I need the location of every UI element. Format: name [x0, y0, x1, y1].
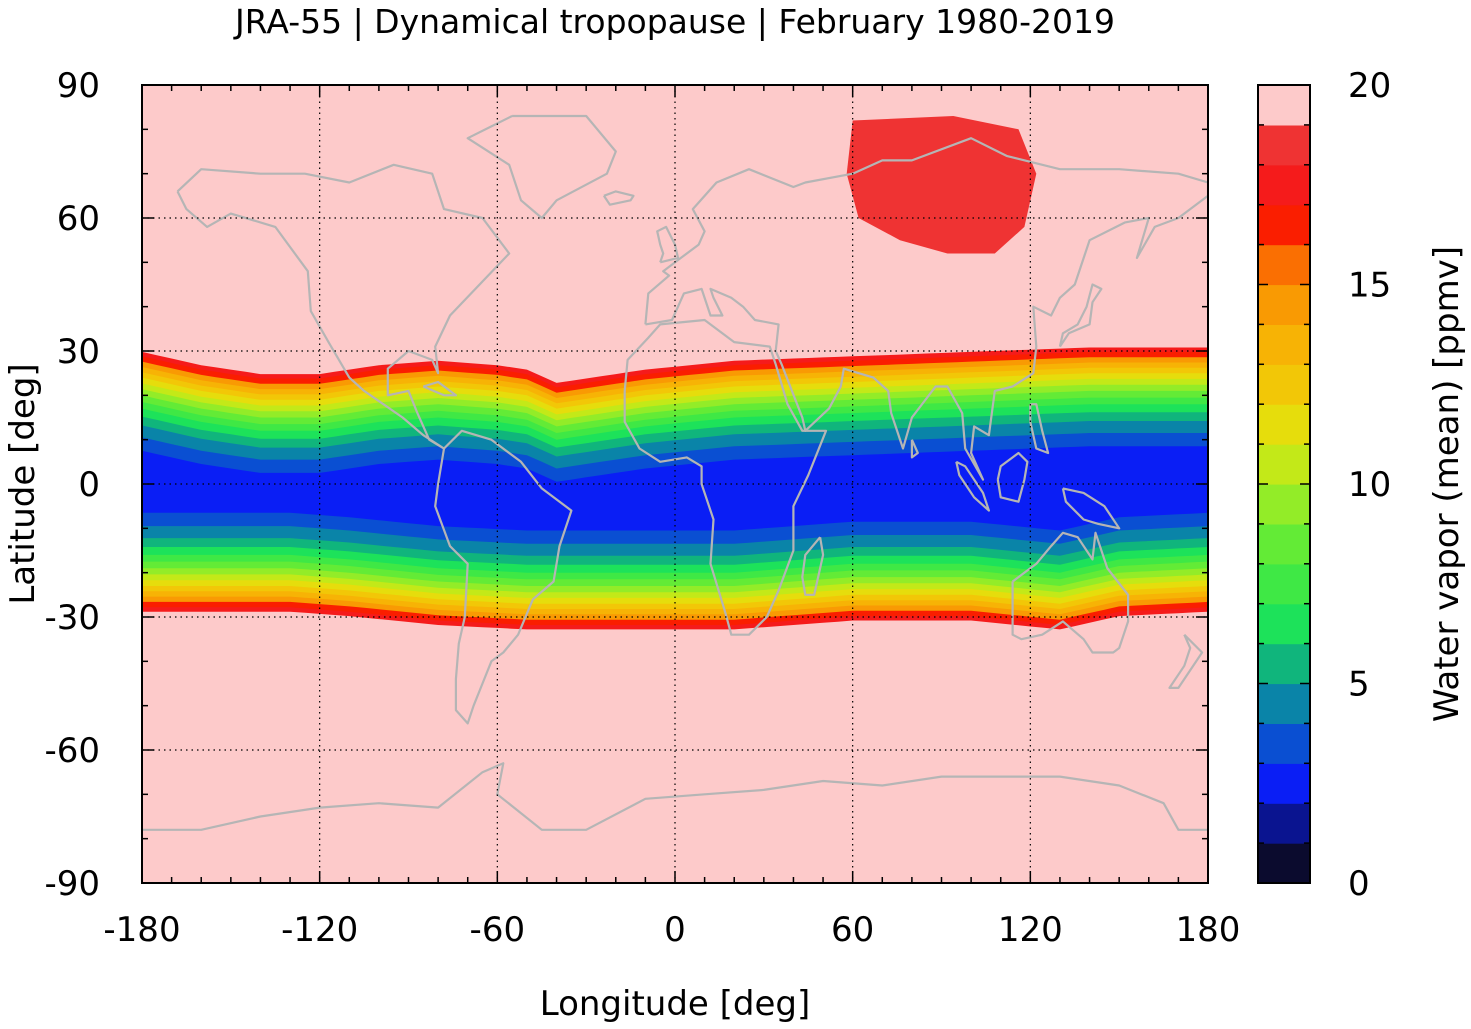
- colorbar-swatch: [1258, 244, 1310, 286]
- colorbar-tick-label: 0: [1348, 864, 1370, 904]
- gridlines: [142, 85, 1208, 883]
- coast-madagascar: [801, 536, 825, 596]
- x-tick-label: 0: [664, 910, 686, 950]
- plot-area: [142, 85, 1208, 883]
- colorbar-swatch: [1258, 364, 1310, 405]
- colorbar-swatch: [1258, 284, 1310, 325]
- coast-iceland: [602, 190, 635, 206]
- colorbar: 0 5 10 15 20: [1257, 66, 1391, 904]
- inner-contour: [846, 116, 1037, 254]
- colorbar-swatch: [1258, 843, 1310, 884]
- colorbar-swatch: [1258, 164, 1310, 206]
- colorbar-tick-label: 15: [1348, 266, 1391, 306]
- coast-australia: [1011, 531, 1130, 654]
- colorbar-swatch: [1258, 484, 1310, 525]
- y-tick-label: -90: [44, 864, 100, 904]
- y-tick-label: -60: [44, 731, 100, 771]
- coast-africa: [623, 318, 828, 636]
- x-tick-label: 120: [998, 910, 1063, 950]
- x-tick-label: 60: [831, 910, 874, 950]
- coast-japan: [1058, 283, 1103, 348]
- colorbar-swatch: [1258, 723, 1310, 764]
- x-axis-label: Longitude [deg]: [540, 984, 811, 1024]
- contour-level: [142, 446, 1208, 531]
- coastlines: [142, 114, 1208, 831]
- colorbar-swatch: [1258, 683, 1310, 724]
- water-vapor-bands: [142, 342, 1208, 635]
- x-tick-label: -180: [103, 910, 180, 950]
- coast-north-america: [176, 163, 511, 450]
- coast-new-zealand: [1168, 633, 1204, 689]
- coast-british-isles: [656, 225, 680, 264]
- y-axis-label: Latitude [deg]: [3, 363, 43, 604]
- colorbar-swatch: [1258, 643, 1310, 685]
- coast-cuba: [422, 380, 457, 397]
- colorbar-swatch: [1258, 204, 1310, 246]
- colorbar-swatch: [1258, 124, 1310, 166]
- colorbar-swatch: [1258, 404, 1310, 445]
- colorbar-swatch: [1258, 85, 1310, 126]
- colorbar-tick-label: 5: [1348, 665, 1370, 705]
- chart-title: JRA-55 | Dynamical tropopause | February…: [233, 2, 1115, 41]
- coast-sumatra: [955, 460, 990, 512]
- x-tick-label: 180: [1176, 910, 1241, 950]
- axis-ticks: -180 -120 -60 0 60 120 180 90 60 30 0 -30 -60 -90: [44, 66, 1240, 950]
- colorbar-swatch: [1258, 603, 1310, 645]
- coast-antarctica: [142, 762, 1208, 831]
- colorbar-swatch: [1258, 324, 1310, 365]
- colorbar-swatch: [1258, 523, 1310, 565]
- x-tick-label: -60: [470, 910, 526, 950]
- y-tick-label: 90: [57, 66, 100, 106]
- y-tick-label: 60: [57, 199, 100, 239]
- x-tick-label: -120: [281, 910, 358, 950]
- colorbar-tick-label: 10: [1348, 465, 1391, 505]
- colorbar-swatch: [1258, 563, 1310, 605]
- coast-new-guinea: [1061, 487, 1121, 530]
- y-tick-label: 0: [78, 465, 100, 505]
- colorbar-tick-label: 20: [1348, 66, 1391, 106]
- coast-sri-lanka: [910, 439, 919, 459]
- coast-greenland: [466, 114, 617, 220]
- colorbar-swatch: [1258, 763, 1310, 804]
- coast-eurasia: [644, 137, 1208, 481]
- colorbar-swatch: [1258, 803, 1310, 844]
- y-tick-label: -30: [44, 598, 100, 638]
- colorbar-label: Water vapor (mean) [ppmv]: [1427, 246, 1467, 722]
- colorbar-swatch: [1258, 444, 1310, 485]
- y-tick-label: 30: [57, 332, 100, 372]
- eurasia-moist-region: [793, 98, 1075, 281]
- coast-borneo: [996, 451, 1029, 503]
